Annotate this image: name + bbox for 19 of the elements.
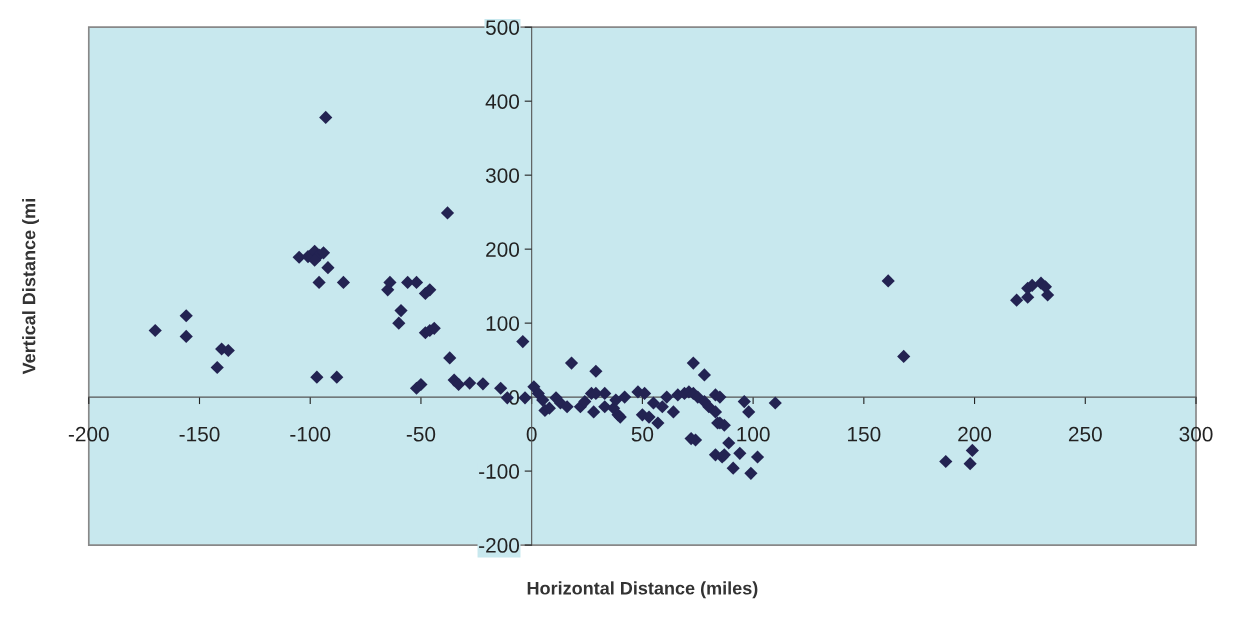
y-tick-label: 200 — [486, 242, 520, 257]
y-tick-label: -100 — [479, 464, 520, 479]
x-tick-label: 300 — [1179, 426, 1213, 442]
x-tick-label: -100 — [290, 426, 331, 442]
x-tick-label: 50 — [631, 426, 654, 442]
y-tick-label: 300 — [485, 168, 520, 183]
x-tick-label: 200 — [958, 426, 992, 442]
x-axis-title: Horizontal Distance (miles) — [527, 581, 758, 599]
y-tick-label: 500 — [485, 20, 520, 35]
x-tick-label: 250 — [1068, 426, 1102, 442]
y-tick-label: 100 — [486, 316, 520, 331]
x-tick-label: -150 — [179, 426, 220, 442]
x-tick-label: -200 — [68, 426, 109, 442]
y-axis-title: Vertical Distance (mi — [22, 199, 39, 375]
y-tick-label: -200 — [479, 538, 520, 553]
x-tick-label: 150 — [848, 426, 881, 442]
y-tick-label: 400 — [485, 94, 520, 109]
x-tick-label: -50 — [406, 426, 436, 442]
x-tick-label: 100 — [737, 426, 770, 442]
